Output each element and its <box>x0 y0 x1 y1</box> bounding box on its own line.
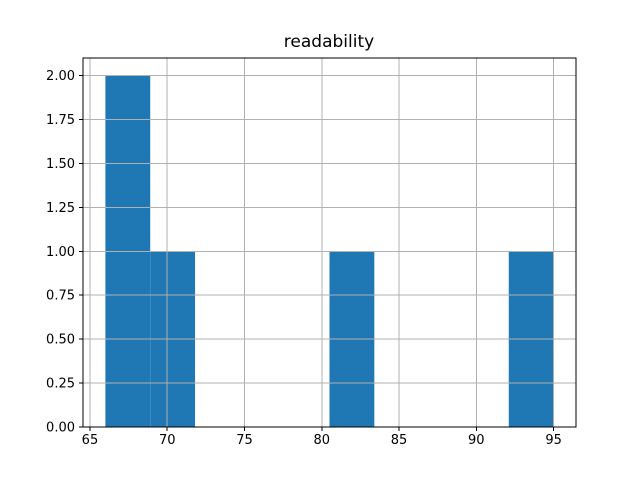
x-tick-label: 75 <box>236 433 253 448</box>
chart-title: readability <box>284 32 374 52</box>
y-tick-label: 0.25 <box>46 377 75 392</box>
x-tick-label: 70 <box>159 433 176 448</box>
spine-layer <box>82 57 577 428</box>
y-tick-label: 1.00 <box>46 245 75 260</box>
plot-border <box>82 57 577 428</box>
y-tick-label: 1.25 <box>46 201 75 216</box>
y-tick-label: 0.50 <box>46 333 75 348</box>
y-tick-label: 2.00 <box>46 69 75 84</box>
y-tick-label: 0.75 <box>46 289 75 304</box>
x-tick-label: 90 <box>468 433 485 448</box>
y-tick-label: 0.00 <box>46 421 75 436</box>
tick-label-layer: 65 70 75 80 85 90 95 0.00 0.25 0.50 0.75 1.00 1.25 1.… <box>46 69 562 448</box>
tick-layer <box>79 75 555 431</box>
x-tick-label: 95 <box>545 433 562 448</box>
x-tick-label: 85 <box>391 433 408 448</box>
x-tick-label: 65 <box>82 433 99 448</box>
y-tick-label: 1.75 <box>46 113 75 128</box>
x-tick-label: 80 <box>313 433 330 448</box>
y-tick-label: 1.50 <box>46 157 75 172</box>
